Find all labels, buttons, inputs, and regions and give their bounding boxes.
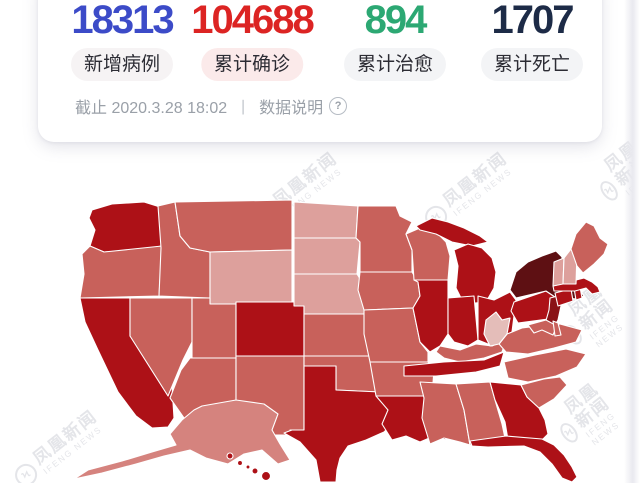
state-hi[interactable] [236, 459, 244, 467]
stat-value: 104688 [191, 0, 314, 42]
phoenix-logo-icon: Ϟ [10, 459, 42, 483]
state-hi[interactable] [226, 452, 234, 460]
stat-column: 1707 累计死亡 [480, 0, 584, 81]
stat-label-pill: 累计确诊 [200, 48, 304, 81]
state-wv[interactable]: West Virginia [483, 311, 511, 347]
state-vt[interactable]: Vermont [552, 257, 565, 287]
stat-column: 18313 新增病例 [70, 0, 175, 81]
state-co[interactable]: Colorado [235, 301, 305, 357]
state-hi[interactable] [251, 467, 259, 475]
stat-label-pill: 累计治愈 [343, 48, 447, 81]
state-ma[interactable]: Massachusetts [552, 277, 601, 295]
state-ak[interactable]: Alaska [73, 399, 291, 480]
state-mt[interactable]: Montana [174, 199, 293, 253]
stat-label-pill: 累计死亡 [480, 48, 584, 81]
stats-card: 18313 新增病例 104688 累计确诊 894 累计治愈 1707 累计死亡 截止 20… [38, 0, 602, 142]
state-de[interactable]: Delaware [552, 320, 562, 337]
as-of-timestamp: 截止 2020.3.28 18:02 [75, 100, 228, 117]
state-nc[interactable]: North Carolina [503, 348, 587, 383]
state-sc[interactable]: South Carolina [520, 376, 568, 409]
state-ky[interactable]: Kentucky [435, 339, 507, 363]
state-hi[interactable] [260, 470, 272, 482]
meta-divider: 丨 [235, 100, 252, 117]
state-in[interactable]: Indiana [447, 295, 479, 347]
hand-drawn-underline [196, 38, 308, 50]
help-icon[interactable]: ? [329, 97, 348, 115]
state-ia[interactable]: Iowa [357, 271, 421, 311]
stat-value: 1707 [491, 0, 575, 42]
state-or[interactable]: Oregon [79, 245, 163, 299]
meta-row: 截止 2020.3.28 18:02 丨 数据说明 ? [75, 94, 348, 118]
state-nh[interactable]: New Hampshire [562, 248, 578, 285]
state-nd[interactable]: North Dakota [293, 201, 359, 239]
state-mi[interactable]: Michigan [415, 217, 489, 247]
stat-label-pill: 新增病例 [70, 48, 174, 81]
stat-value: 18313 [71, 0, 174, 42]
state-tn[interactable]: Tennessee [403, 351, 505, 377]
state-wy[interactable]: Wyoming [209, 249, 293, 305]
data-note-link[interactable]: 数据说明 [259, 100, 324, 117]
stat-column: 894 累计治愈 [343, 0, 447, 81]
state-md[interactable]: Maryland [527, 319, 558, 336]
state-sd[interactable]: South Dakota [293, 237, 361, 275]
state-ut[interactable]: Utah [191, 297, 237, 359]
state-hi[interactable] [245, 464, 251, 470]
screen-edge-shade [624, 0, 640, 483]
state-mn[interactable]: Minnesota [355, 205, 413, 273]
us-choropleth-map[interactable]: WashingtonOregonCaliforniaNevadaIdahoMon… [40, 194, 640, 483]
state-me[interactable]: Maine [570, 221, 609, 274]
state-mi[interactable]: Michigan [453, 243, 497, 305]
stat-value: 894 [364, 0, 428, 42]
stat-column: 104688 累计确诊 [191, 0, 315, 81]
state-wa[interactable]: Washington [88, 201, 163, 253]
state-fl[interactable]: Florida [469, 435, 578, 483]
